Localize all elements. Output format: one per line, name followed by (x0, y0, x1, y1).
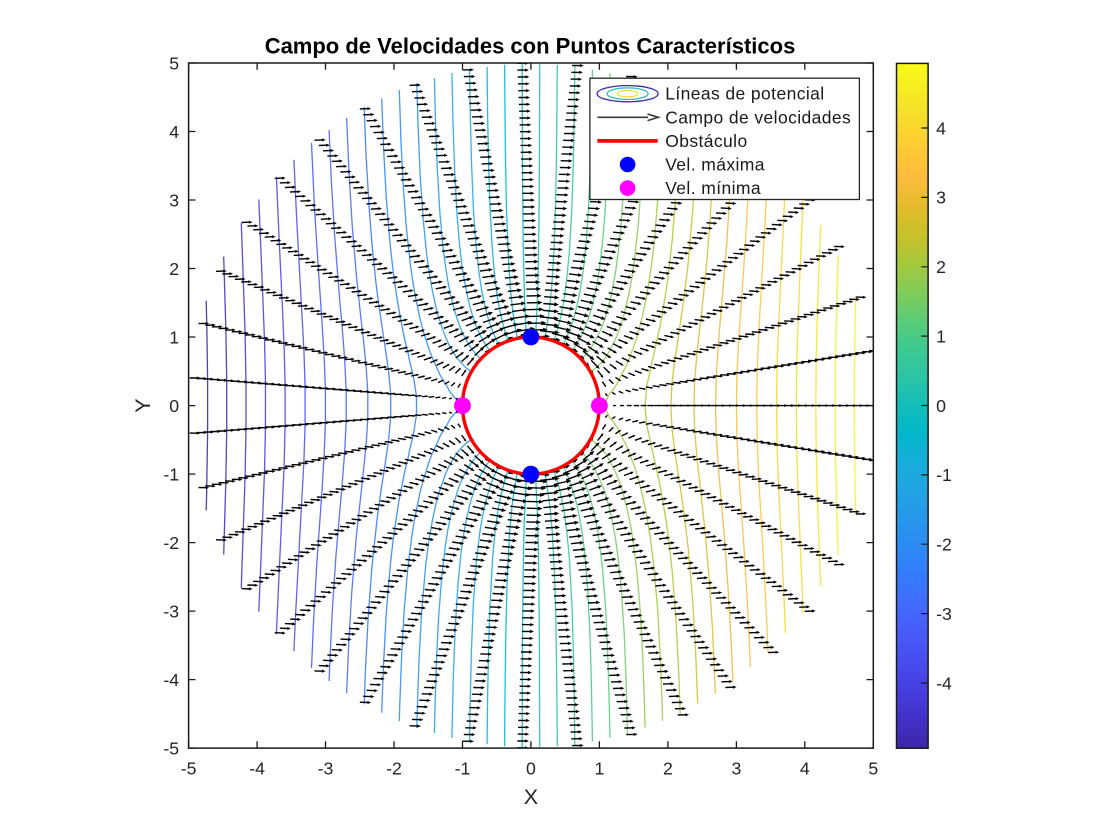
svg-text:-4: -4 (936, 673, 952, 693)
svg-text:-4: -4 (249, 759, 265, 779)
svg-text:5: 5 (169, 53, 179, 73)
svg-text:0: 0 (526, 759, 536, 779)
svg-text:1: 1 (169, 327, 179, 347)
svg-text:-3: -3 (936, 604, 952, 624)
svg-text:-2: -2 (386, 759, 402, 779)
svg-text:-1: -1 (455, 759, 471, 779)
svg-text:-2: -2 (936, 535, 952, 555)
svg-text:4: 4 (169, 122, 179, 142)
svg-text:2: 2 (169, 259, 179, 279)
svg-text:-3: -3 (163, 601, 179, 621)
svg-text:0: 0 (169, 396, 179, 416)
svg-text:-3: -3 (318, 759, 334, 779)
svg-text:-1: -1 (936, 465, 952, 485)
svg-text:4: 4 (800, 759, 810, 779)
svg-text:Y: Y (131, 398, 155, 412)
svg-text:4: 4 (936, 118, 946, 138)
svg-text:Vel. mínima: Vel. mínima (665, 178, 761, 198)
svg-text:-5: -5 (163, 738, 179, 758)
svg-text:Obstáculo: Obstáculo (665, 131, 747, 151)
svg-text:Vel. máxima: Vel. máxima (665, 155, 765, 175)
svg-text:Campo de velocidades: Campo de velocidades (665, 107, 851, 127)
svg-text:2: 2 (936, 257, 946, 277)
svg-text:3: 3 (169, 190, 179, 210)
svg-text:Campo de Velocidades con Punto: Campo de Velocidades con Puntos Caracter… (265, 33, 796, 58)
svg-text:-1: -1 (163, 464, 179, 484)
svg-text:X: X (524, 785, 538, 809)
svg-text:2: 2 (663, 759, 673, 779)
svg-text:3: 3 (731, 759, 741, 779)
svg-text:1: 1 (936, 326, 946, 346)
svg-text:5: 5 (868, 759, 878, 779)
svg-text:0: 0 (936, 396, 946, 416)
svg-text:-2: -2 (163, 533, 179, 553)
svg-text:3: 3 (936, 188, 946, 208)
svg-text:Líneas de potencial: Líneas de potencial (665, 84, 824, 104)
svg-text:-4: -4 (163, 670, 179, 690)
svg-text:-5: -5 (181, 759, 197, 779)
svg-text:1: 1 (594, 759, 604, 779)
